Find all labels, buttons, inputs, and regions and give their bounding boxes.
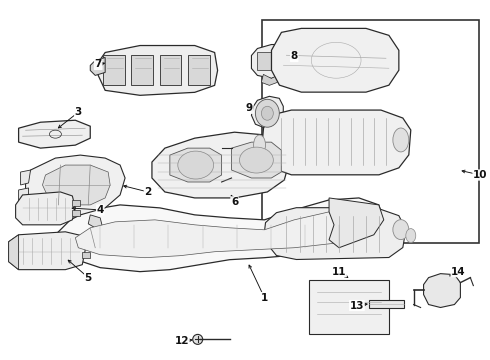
Text: 13: 13	[350, 301, 364, 311]
Polygon shape	[9, 235, 19, 270]
Polygon shape	[43, 165, 110, 205]
Polygon shape	[262, 110, 411, 175]
Ellipse shape	[261, 106, 273, 120]
Ellipse shape	[393, 220, 409, 239]
Polygon shape	[152, 132, 289, 198]
Bar	[73, 200, 80, 206]
Bar	[160, 55, 181, 85]
Bar	[131, 55, 153, 85]
Bar	[273, 53, 287, 71]
Bar	[369, 300, 404, 307]
Polygon shape	[19, 188, 28, 202]
Bar	[188, 55, 210, 85]
Ellipse shape	[393, 128, 409, 152]
Polygon shape	[329, 198, 384, 248]
Ellipse shape	[406, 229, 416, 243]
Polygon shape	[98, 45, 218, 95]
Bar	[82, 240, 90, 246]
Polygon shape	[21, 170, 30, 185]
Text: 7: 7	[95, 59, 102, 69]
Polygon shape	[90, 58, 105, 75]
Text: 12: 12	[174, 336, 189, 346]
Polygon shape	[9, 232, 85, 270]
Polygon shape	[19, 120, 90, 148]
Bar	[257, 53, 271, 71]
Polygon shape	[16, 192, 75, 225]
Polygon shape	[170, 148, 221, 182]
Polygon shape	[55, 198, 384, 272]
Bar	[82, 252, 90, 258]
Polygon shape	[88, 215, 102, 228]
Text: 10: 10	[473, 170, 488, 180]
Ellipse shape	[193, 334, 203, 345]
Text: 9: 9	[246, 103, 253, 113]
Polygon shape	[423, 274, 461, 307]
Polygon shape	[25, 155, 125, 215]
Text: 8: 8	[291, 51, 298, 62]
Bar	[73, 210, 80, 216]
Text: 14: 14	[451, 267, 466, 276]
Bar	[103, 55, 125, 85]
Text: 5: 5	[85, 273, 92, 283]
Ellipse shape	[240, 147, 273, 173]
Polygon shape	[261, 75, 279, 85]
Text: 2: 2	[145, 187, 151, 197]
Polygon shape	[271, 28, 399, 92]
Bar	[309, 280, 389, 334]
Text: 3: 3	[74, 107, 82, 117]
Text: 6: 6	[231, 197, 238, 207]
Text: 4: 4	[97, 205, 104, 215]
Polygon shape	[251, 45, 289, 78]
Ellipse shape	[178, 151, 214, 179]
Polygon shape	[32, 208, 49, 222]
Ellipse shape	[254, 135, 266, 155]
Polygon shape	[264, 208, 406, 260]
Polygon shape	[75, 210, 374, 258]
Text: 1: 1	[261, 293, 268, 302]
Polygon shape	[232, 142, 281, 178]
Bar	[262, 21, 479, 243]
Polygon shape	[251, 96, 283, 128]
Ellipse shape	[255, 99, 279, 127]
Text: 11: 11	[332, 267, 346, 276]
